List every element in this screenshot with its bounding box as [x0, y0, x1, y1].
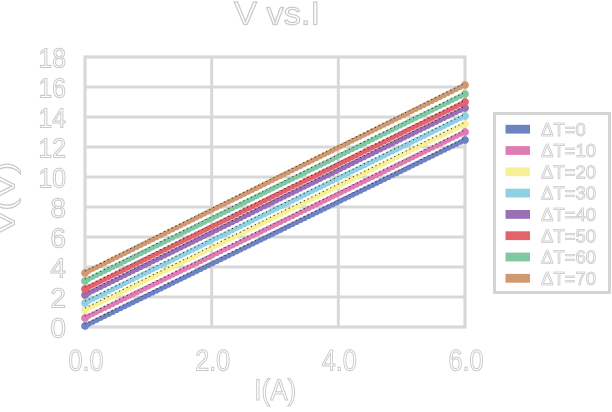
svg-text:ΔT=30: ΔT=30: [541, 183, 596, 204]
svg-text:18: 18: [39, 42, 67, 73]
svg-text:0.0: 0.0: [69, 345, 104, 378]
svg-text:V(V): V(V): [0, 162, 22, 235]
svg-text:ΔT=40: ΔT=40: [541, 204, 596, 225]
svg-text:12: 12: [39, 132, 67, 163]
svg-text:2.0: 2.0: [195, 345, 230, 378]
svg-text:ΔT=70: ΔT=70: [541, 268, 596, 289]
svg-text:2: 2: [50, 282, 66, 313]
svg-text:ΔT=50: ΔT=50: [541, 225, 596, 246]
svg-text:8: 8: [50, 192, 66, 223]
svg-text:6: 6: [50, 222, 66, 253]
svg-text:14: 14: [39, 102, 67, 133]
svg-text:4: 4: [50, 252, 66, 283]
svg-text:16: 16: [39, 72, 67, 103]
svg-text:ΔT=0: ΔT=0: [541, 119, 586, 140]
svg-text:6.0: 6.0: [449, 345, 484, 378]
svg-text:V vs.I: V vs.I: [234, 0, 320, 32]
svg-text:0: 0: [50, 312, 66, 343]
svg-text:10: 10: [39, 162, 67, 193]
svg-text:ΔT=10: ΔT=10: [541, 140, 596, 161]
svg-text:ΔT=20: ΔT=20: [541, 161, 596, 182]
svg-text:ΔT=60: ΔT=60: [541, 247, 596, 268]
svg-text:I(A): I(A): [254, 374, 296, 407]
svg-text:4.0: 4.0: [322, 345, 357, 378]
